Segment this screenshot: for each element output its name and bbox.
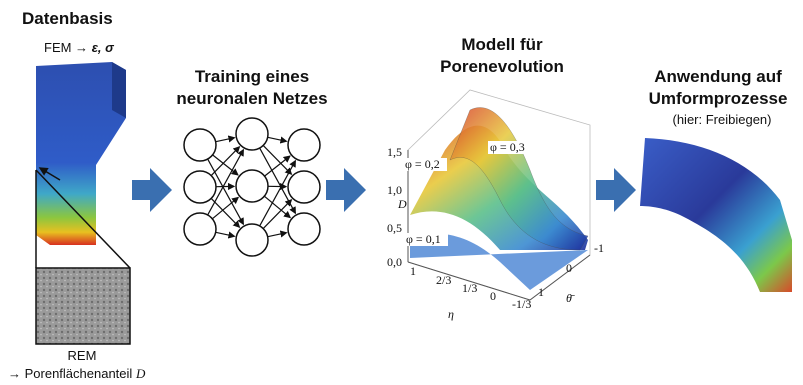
theta-tick-label: 0 bbox=[566, 261, 572, 275]
connection bbox=[268, 233, 287, 237]
theta-tick-label: -1 bbox=[594, 241, 604, 255]
neuron bbox=[236, 170, 268, 202]
connection bbox=[263, 145, 291, 174]
section-title: Training eines bbox=[195, 67, 309, 86]
connection bbox=[263, 200, 291, 229]
theta-tick-label: 1 bbox=[538, 285, 544, 299]
z-tick-label: 0,5 bbox=[387, 221, 402, 235]
diagram: Datenbasis FEM → ε, σ REM → Porenflächen… bbox=[0, 0, 803, 385]
curve-label: φ = 0,3 bbox=[490, 140, 525, 154]
rem-label: REM bbox=[68, 348, 97, 363]
eta-tick-label: 1/3 bbox=[462, 281, 477, 295]
z-tick-label: 1,5 bbox=[387, 145, 402, 159]
neuron bbox=[288, 129, 320, 161]
section-title: Anwendung auf bbox=[654, 67, 782, 86]
fem-text: FEM → bbox=[44, 40, 88, 55]
section-title: Modell für bbox=[461, 35, 543, 54]
neural-net bbox=[184, 118, 320, 256]
neuron bbox=[184, 171, 216, 203]
eta-tick-label: -1/3 bbox=[512, 297, 531, 311]
flow-arrow bbox=[596, 168, 636, 212]
section-title: Porenevolution bbox=[440, 57, 564, 76]
fem-label: FEM → ε, σ bbox=[44, 40, 115, 55]
axis-label: θ̄ bbox=[566, 291, 575, 305]
z-tick-label: 1,0 bbox=[387, 183, 402, 197]
neuron bbox=[236, 224, 268, 256]
neuron bbox=[288, 171, 320, 203]
section-title: neuronalen Netzes bbox=[176, 89, 327, 108]
eta-tick-label: 0 bbox=[490, 289, 496, 303]
neuron bbox=[184, 213, 216, 245]
neuron bbox=[288, 213, 320, 245]
axis-label: η bbox=[448, 307, 454, 321]
flow-arrow bbox=[326, 168, 366, 212]
curve-label: φ = 0,1 bbox=[406, 232, 441, 246]
rem-text: → Porenflächenanteil bbox=[8, 366, 132, 381]
neuron bbox=[236, 118, 268, 150]
connection bbox=[268, 137, 287, 141]
fem-vars: ε, σ bbox=[92, 40, 115, 55]
rem-caption: → Porenflächenanteil D bbox=[8, 366, 146, 381]
rem-symbol: D bbox=[135, 366, 146, 381]
fem-side bbox=[112, 62, 126, 118]
eta-tick-label: 1 bbox=[410, 264, 416, 278]
subtitle: (hier: Freibiegen) bbox=[673, 112, 772, 127]
eta-tick-label: 2/3 bbox=[436, 273, 451, 287]
connection bbox=[213, 155, 238, 175]
connection bbox=[216, 138, 235, 142]
section-title: Datenbasis bbox=[22, 9, 113, 28]
bending-model bbox=[640, 138, 792, 292]
z-tick-label: 0,0 bbox=[387, 255, 402, 269]
connection bbox=[216, 232, 235, 236]
section-title: Umformprozesse bbox=[649, 89, 788, 108]
sem-image bbox=[36, 268, 130, 344]
curve-label: φ = 0,2 bbox=[405, 157, 440, 171]
neuron bbox=[184, 129, 216, 161]
axis-label: D bbox=[397, 197, 407, 211]
flow-arrow bbox=[132, 168, 172, 212]
surface-plot bbox=[408, 90, 590, 300]
